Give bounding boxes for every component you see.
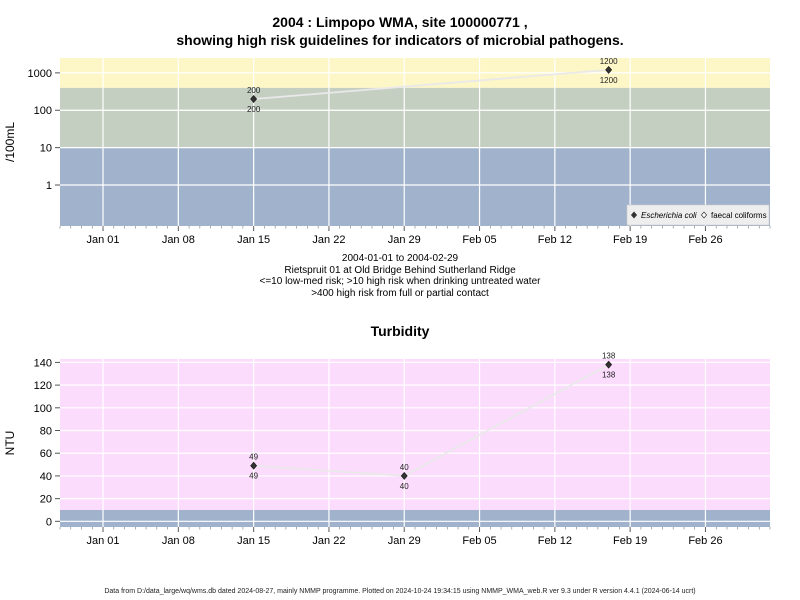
- x-tick-label: Jan 01: [87, 234, 120, 246]
- risk-band-1: [60, 509, 770, 527]
- x-tick-label: Feb 12: [538, 535, 572, 547]
- y-axis-label: /100mL: [3, 122, 17, 162]
- y-tick-label: 1000: [28, 68, 52, 80]
- y-tick-label: 120: [34, 380, 52, 392]
- y-tick-label: 140: [34, 357, 52, 369]
- x-tick-label: Jan 15: [237, 234, 270, 246]
- data-label-above: 1200: [600, 57, 618, 66]
- data-label-above: 40: [400, 463, 409, 472]
- x-tick-label: Feb 12: [538, 234, 572, 246]
- note-date-range: 2004-01-01 to 2004-02-29: [341, 253, 459, 264]
- data-label-below: 49: [249, 472, 258, 481]
- y-tick-label: 80: [40, 426, 52, 438]
- x-tick-label: Jan 22: [312, 535, 345, 547]
- x-tick-label: Feb 26: [688, 234, 722, 246]
- legend-marker: [630, 211, 638, 219]
- x-tick-label: Jan 29: [388, 234, 421, 246]
- chart-title-line1: 2004 : Limpopo WMA, site 100000771 ,: [272, 14, 528, 30]
- footer-note: Data from D:/data_large/wq/wms.db dated …: [104, 588, 696, 595]
- x-tick-label: Feb 05: [462, 234, 496, 246]
- x-tick-label: Jan 08: [162, 234, 195, 246]
- data-label-below: 1200: [600, 76, 618, 85]
- risk-band-2: [60, 87, 770, 148]
- data-point: [605, 65, 613, 74]
- data-label-above: 200: [247, 86, 261, 95]
- y-tick-label: 10: [40, 143, 52, 155]
- note-risk-contact: >400 high risk from full or partial cont…: [311, 287, 489, 299]
- note-risk-drinking: <=10 low-med risk; >10 high risk when dr…: [259, 276, 541, 287]
- data-point: [605, 360, 613, 369]
- turbidity-title: Turbidity: [370, 323, 430, 339]
- note-site: Rietspruit 01 at Old Bridge Behind Suthe…: [284, 264, 516, 276]
- y-tick-label: 1: [46, 180, 52, 192]
- y-tick-label: 20: [40, 494, 52, 506]
- chart-panel-1: Jan 01 Jan 08 Jan 15 Jan 22 Jan 29 Feb 05 Feb …: [3, 57, 771, 246]
- x-tick-label: Jan 01: [87, 535, 120, 547]
- y-tick-label: 0: [46, 516, 52, 528]
- data-label-above: 49: [249, 453, 258, 462]
- data-label-below: 200: [247, 105, 261, 114]
- data-label-above: 138: [602, 352, 616, 361]
- x-tick-label: Jan 29: [388, 535, 421, 547]
- x-tick-label: Feb 26: [688, 535, 722, 547]
- y-tick-label: 60: [40, 448, 52, 460]
- chart-panel-2: Jan 01 Jan 08 Jan 15 Jan 22 Jan 29 Feb 05 Feb …: [3, 352, 771, 547]
- legend-marker: [700, 211, 708, 219]
- legend-box: [626, 204, 770, 226]
- x-tick-label: Feb 19: [613, 535, 647, 547]
- y-tick-label: 100: [34, 105, 52, 117]
- data-point: [250, 461, 258, 470]
- y-tick-label: 40: [40, 471, 52, 483]
- data-label-below: 40: [400, 482, 409, 491]
- legend-entry: Escherichia coli: [641, 211, 697, 220]
- data-point: [250, 95, 258, 103]
- data-label-below: 138: [602, 371, 616, 380]
- y-tick-label: 100: [34, 403, 52, 415]
- x-tick-label: Feb 19: [613, 234, 647, 246]
- series-line: [253, 69, 609, 100]
- x-tick-label: Jan 15: [237, 535, 270, 547]
- x-tick-label: Jan 08: [162, 535, 195, 547]
- y-axis-label: NTU: [3, 431, 17, 456]
- legend-entry: faecal coliforms: [711, 211, 767, 220]
- risk-band-2: [60, 359, 770, 510]
- x-tick-label: Feb 05: [462, 535, 496, 547]
- data-point: [400, 471, 408, 480]
- chart-notes: 2004-01-01 to 2004-02-29 Rietspruit 01 a…: [0, 253, 800, 299]
- chart-title-line2: showing high risk guidelines for indicat…: [176, 32, 624, 48]
- x-tick-label: Jan 22: [312, 234, 345, 246]
